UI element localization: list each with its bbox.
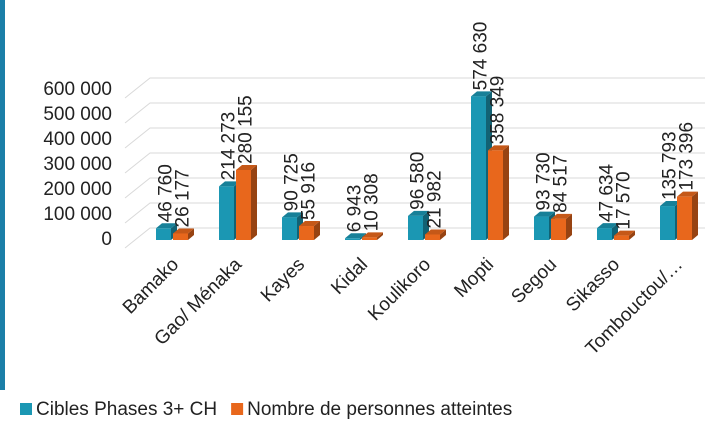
x-tick-label: Koulikoro	[364, 254, 435, 325]
bar-top	[362, 232, 383, 238]
value-label: 46 760	[156, 164, 177, 222]
value-label: 96 580	[408, 152, 429, 210]
bar	[597, 228, 612, 240]
bar-top	[299, 221, 320, 227]
bar	[534, 216, 549, 240]
value-label: 358 349	[488, 76, 509, 145]
value-label: 55 916	[299, 162, 320, 220]
bar	[156, 228, 171, 240]
grid-line	[124, 177, 705, 199]
bar-top	[677, 191, 698, 197]
bar-top	[597, 223, 618, 229]
x-tick-label: Sikasso	[562, 254, 624, 316]
bar-side	[377, 232, 383, 240]
grid-line	[124, 227, 705, 249]
legend-swatch	[231, 403, 244, 415]
bar	[677, 196, 692, 240]
bar	[551, 218, 566, 240]
bar	[173, 233, 188, 240]
grid-line	[124, 202, 705, 224]
bar	[471, 96, 486, 240]
bar-side	[251, 164, 257, 240]
bar	[614, 235, 629, 240]
bar-side	[314, 221, 320, 240]
value-label: 214 273	[219, 112, 240, 181]
side-accent	[0, 0, 5, 390]
bar-top	[425, 229, 446, 235]
bar-top	[236, 164, 257, 170]
bar	[425, 234, 440, 240]
x-tick-label: Kidal	[327, 254, 372, 299]
value-label: 90 725	[282, 153, 303, 211]
value-label: 47 634	[597, 164, 618, 223]
bar	[282, 217, 297, 240]
bar	[408, 215, 423, 240]
bar-top	[614, 230, 635, 236]
value-label: 84 517	[551, 155, 572, 213]
x-tick-label: Segou	[507, 254, 561, 308]
bar-top	[173, 228, 194, 234]
y-tick-label: 400 000	[43, 129, 112, 150]
bar-top	[471, 91, 492, 97]
legend-swatch	[20, 403, 32, 415]
bar-top	[660, 201, 681, 207]
bar-top	[551, 213, 572, 219]
bar-side	[440, 229, 446, 240]
legend-label: Cibles Phases 3+ CH	[36, 399, 217, 420]
bar-side	[503, 145, 509, 240]
bar-top	[534, 211, 555, 217]
bar	[362, 237, 377, 240]
bar	[488, 150, 503, 240]
bar-side	[566, 213, 572, 240]
value-label: 93 730	[534, 152, 555, 210]
y-tick-label: 100 000	[43, 204, 112, 225]
y-tick-label: 600 000	[43, 79, 112, 100]
value-label: 17 570	[614, 171, 635, 229]
grid-line	[124, 102, 705, 124]
value-label: 21 982	[425, 170, 446, 228]
grid-line	[124, 152, 705, 174]
bar	[219, 186, 234, 240]
grid-line	[124, 77, 705, 99]
legend-label: Nombre de personnes atteintes	[247, 399, 512, 420]
x-tick-label: Bamako	[119, 254, 183, 318]
bar	[236, 169, 251, 240]
bar-side	[629, 230, 635, 240]
bar	[345, 238, 360, 240]
bar	[660, 206, 675, 240]
bar-top	[156, 223, 177, 229]
bar-top	[345, 233, 366, 239]
bar-top	[282, 212, 303, 218]
value-label: 173 396	[677, 122, 698, 191]
bar-top	[488, 145, 509, 151]
bar-side	[188, 228, 194, 240]
bar	[299, 226, 314, 240]
y-tick-label: 200 000	[43, 179, 112, 200]
x-tick-label: Kayes	[257, 254, 309, 306]
y-tick-label: 300 000	[43, 154, 112, 175]
value-label: 280 155	[236, 95, 257, 164]
bar-side	[692, 191, 698, 240]
grid-line	[124, 127, 705, 149]
bar-top	[219, 181, 240, 187]
value-label: 10 308	[362, 173, 383, 231]
y-tick-label: 500 000	[43, 104, 112, 125]
value-label: 574 630	[471, 22, 492, 91]
y-tick-label: 0	[101, 229, 112, 250]
value-label: 135 793	[660, 131, 681, 200]
bar-top	[408, 210, 429, 216]
value-label: 6 943	[345, 185, 366, 233]
x-tick-label: Mopti	[450, 254, 498, 302]
value-label: 26 177	[173, 169, 194, 227]
